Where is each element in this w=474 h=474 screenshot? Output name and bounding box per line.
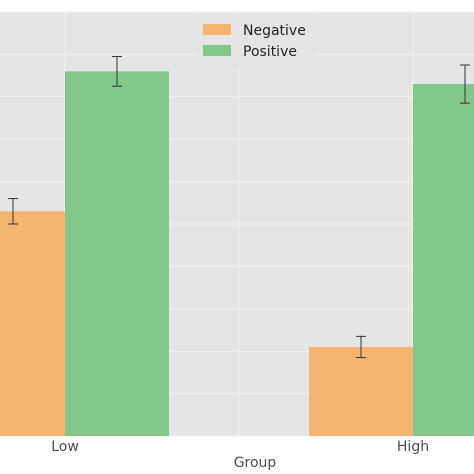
x-tick-label-low: Low xyxy=(51,439,79,455)
x-axis-label: Group xyxy=(234,455,277,471)
legend-label-negative: Negative xyxy=(243,23,306,39)
error-bar-positive-low xyxy=(112,56,122,87)
bars-group xyxy=(0,71,474,437)
error-bars-group xyxy=(8,56,470,359)
legend-label-positive: Positive xyxy=(243,44,297,60)
legend-swatch-positive xyxy=(203,45,231,56)
legend: Negative Positive xyxy=(196,15,316,67)
error-bar-negative-high xyxy=(356,335,366,359)
bar-negative-high xyxy=(309,346,413,436)
bar-positive-low xyxy=(65,71,169,437)
bar-negative-low xyxy=(0,211,65,436)
error-bar-negative-low xyxy=(8,198,18,225)
x-tick-labels: Low High xyxy=(51,439,429,455)
bar-positive-high xyxy=(413,84,474,436)
x-tick-label-high: High xyxy=(397,439,429,455)
error-bar-positive-high xyxy=(460,64,470,104)
legend-swatch-negative xyxy=(203,24,231,35)
